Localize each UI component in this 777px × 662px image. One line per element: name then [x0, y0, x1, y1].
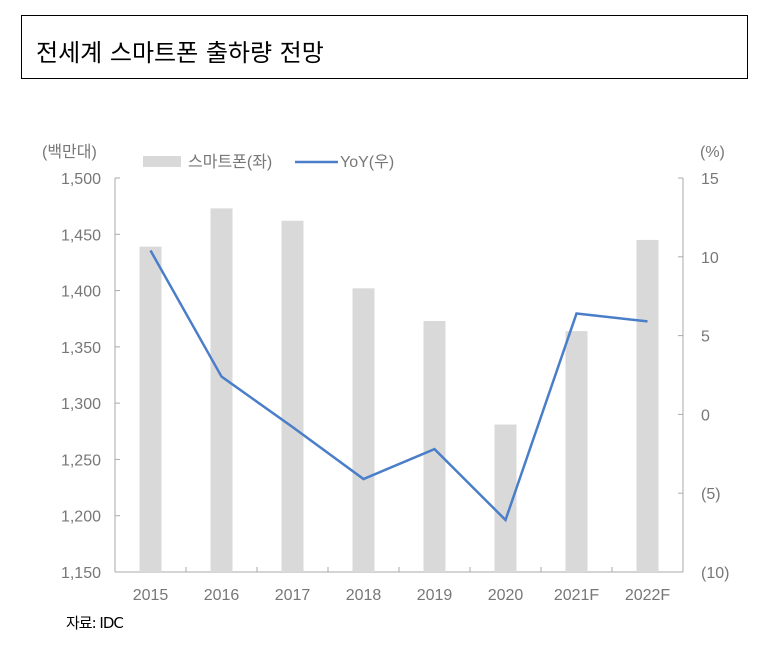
x-tick-label: 2022F — [625, 587, 671, 604]
legend-bar-label: 스마트폰(좌) — [188, 153, 272, 171]
x-tick-label: 2020 — [488, 587, 524, 604]
x-tick-label: 2019 — [417, 587, 453, 604]
bar-2017 — [281, 220, 304, 572]
left-tick-label: 1,300 — [61, 396, 101, 413]
right-tick-label: (5) — [701, 486, 721, 503]
chart-title: 전세계 스마트폰 출하량 전망 — [36, 39, 324, 67]
title-box: 전세계 스마트폰 출하량 전망 — [21, 15, 748, 79]
left-tick-label: 1,150 — [61, 565, 101, 582]
left-tick-label: 1,250 — [61, 452, 101, 469]
left-tick-label: 1,400 — [61, 284, 101, 301]
x-tick-label: 2021F — [554, 587, 600, 604]
bar-2022F — [636, 239, 659, 572]
left-tick-label: 1,500 — [61, 171, 101, 188]
x-tick-label: 2015 — [133, 587, 169, 604]
right-tick-label: 10 — [701, 250, 719, 267]
left-tick-label: 1,200 — [61, 509, 101, 526]
bar-2016 — [210, 208, 233, 572]
source-note: 자료: IDC — [66, 614, 124, 632]
bar-2019 — [423, 320, 446, 572]
x-tick-label: 2017 — [275, 587, 311, 604]
x-tick-label: 2018 — [346, 587, 382, 604]
x-tick-label: 2016 — [204, 587, 240, 604]
yoy-line — [149, 249, 648, 523]
bar-2020 — [494, 424, 517, 572]
bar-2021F — [565, 331, 588, 572]
left-axis-unit: (백만대) — [42, 143, 97, 161]
left-tick-label: 1,450 — [61, 227, 101, 244]
right-tick-label: (10) — [701, 565, 729, 582]
legend-line-label: YoY(우) — [340, 154, 394, 171]
bar-2015 — [139, 246, 162, 572]
right-tick-label: 15 — [701, 171, 719, 188]
legend-bar-swatch — [143, 156, 181, 167]
right-tick-label: 5 — [701, 329, 710, 346]
bar-2018 — [352, 288, 375, 572]
right-axis-unit: (%) — [700, 144, 725, 161]
right-tick-label: 0 — [701, 407, 710, 424]
left-tick-label: 1,350 — [61, 340, 101, 357]
